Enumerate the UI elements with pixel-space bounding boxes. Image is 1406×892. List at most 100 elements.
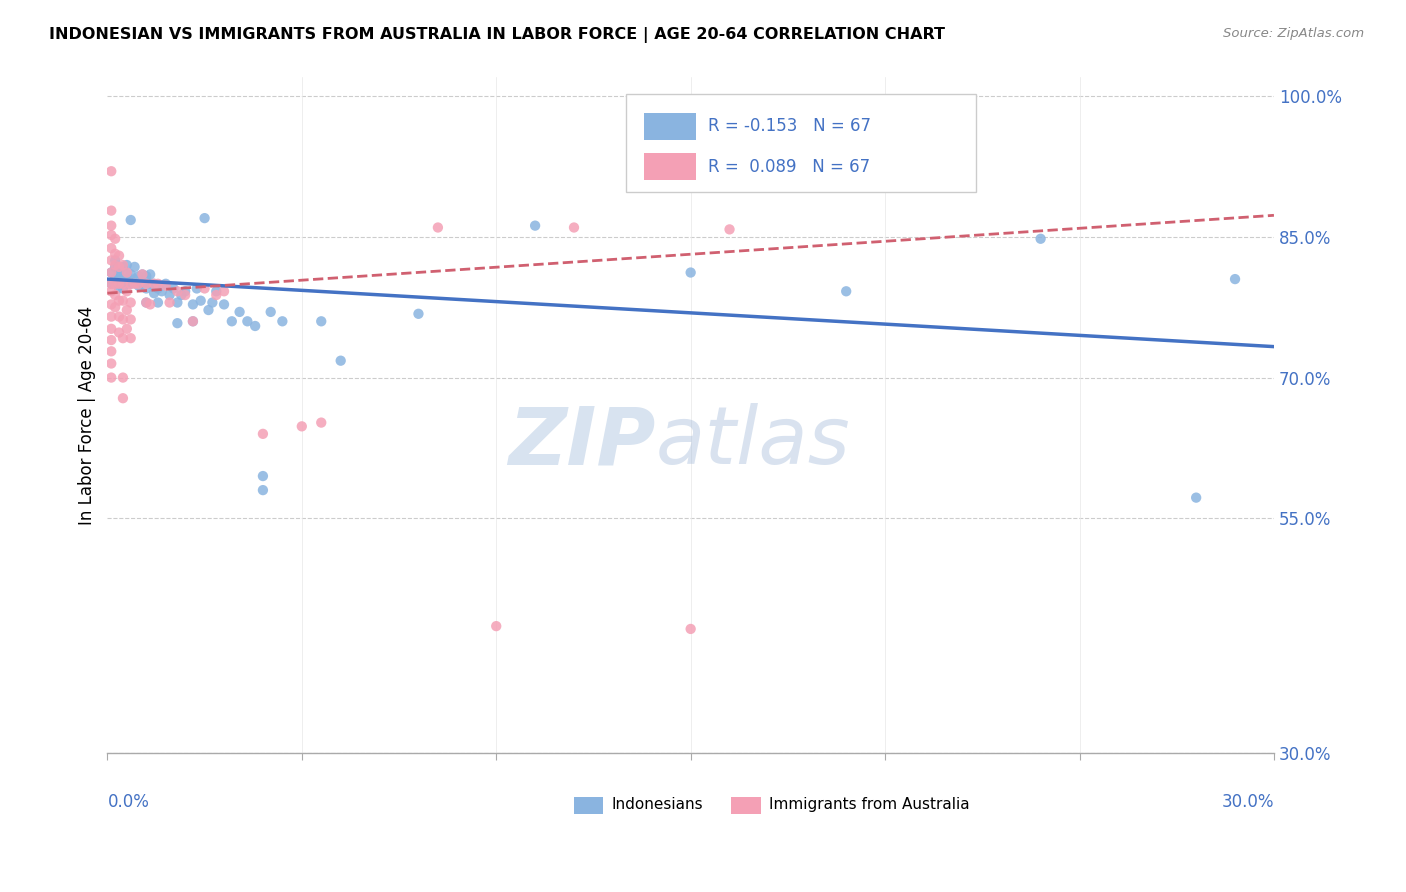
Text: INDONESIAN VS IMMIGRANTS FROM AUSTRALIA IN LABOR FORCE | AGE 20-64 CORRELATION C: INDONESIAN VS IMMIGRANTS FROM AUSTRALIA … bbox=[49, 27, 945, 43]
Point bbox=[108, 293, 131, 308]
Point bbox=[108, 281, 131, 295]
Point bbox=[111, 370, 134, 384]
Point bbox=[120, 331, 142, 345]
Point bbox=[174, 285, 197, 299]
Text: ZIP: ZIP bbox=[509, 403, 655, 481]
Point bbox=[146, 277, 169, 291]
Point bbox=[221, 314, 243, 328]
Point bbox=[159, 295, 181, 310]
Point bbox=[135, 295, 157, 310]
FancyBboxPatch shape bbox=[644, 112, 696, 139]
Point bbox=[131, 268, 153, 282]
Point bbox=[120, 295, 142, 310]
Point bbox=[120, 213, 142, 227]
Point bbox=[115, 277, 138, 291]
Point bbox=[100, 357, 122, 371]
Point bbox=[100, 227, 122, 242]
Point bbox=[100, 266, 122, 280]
Point bbox=[108, 249, 131, 263]
Point bbox=[111, 331, 134, 345]
Point bbox=[166, 295, 188, 310]
Point bbox=[162, 281, 184, 295]
Point bbox=[139, 297, 162, 311]
Text: R = -0.153   N = 67: R = -0.153 N = 67 bbox=[709, 117, 872, 135]
Point bbox=[120, 312, 142, 326]
Point bbox=[111, 272, 134, 286]
Point bbox=[197, 303, 219, 318]
Point bbox=[679, 266, 702, 280]
Point bbox=[100, 164, 122, 178]
FancyBboxPatch shape bbox=[574, 797, 603, 814]
Point bbox=[127, 278, 149, 293]
Point bbox=[309, 314, 332, 328]
Point bbox=[108, 260, 131, 274]
Y-axis label: In Labor Force | Age 20-64: In Labor Force | Age 20-64 bbox=[79, 306, 96, 524]
Point bbox=[329, 353, 352, 368]
Point bbox=[115, 258, 138, 272]
FancyBboxPatch shape bbox=[644, 153, 696, 180]
Point bbox=[201, 295, 224, 310]
Point bbox=[170, 288, 193, 302]
Point bbox=[205, 288, 228, 302]
Point bbox=[243, 318, 266, 333]
Point bbox=[271, 314, 294, 328]
Point bbox=[485, 619, 508, 633]
Point bbox=[309, 416, 332, 430]
Point bbox=[426, 220, 449, 235]
Point bbox=[146, 281, 169, 295]
Point bbox=[562, 220, 585, 235]
Point bbox=[111, 391, 134, 405]
Point bbox=[143, 286, 166, 301]
Point bbox=[127, 269, 149, 284]
Point bbox=[212, 297, 235, 311]
Point bbox=[143, 277, 166, 291]
Point bbox=[111, 260, 134, 274]
Text: Source: ZipAtlas.com: Source: ZipAtlas.com bbox=[1223, 27, 1364, 40]
Point bbox=[100, 370, 122, 384]
Point bbox=[139, 268, 162, 282]
Point bbox=[120, 277, 142, 291]
Point bbox=[104, 260, 127, 274]
Point bbox=[108, 277, 131, 291]
Point bbox=[181, 314, 204, 328]
Point bbox=[100, 253, 122, 268]
Point bbox=[124, 260, 146, 274]
Point bbox=[100, 277, 122, 291]
Point bbox=[135, 295, 157, 310]
Point bbox=[155, 277, 177, 291]
Point bbox=[120, 277, 142, 291]
Text: R =  0.089   N = 67: R = 0.089 N = 67 bbox=[709, 158, 870, 176]
Point bbox=[108, 266, 131, 280]
Point bbox=[212, 285, 235, 299]
Point bbox=[108, 326, 131, 340]
Point bbox=[104, 246, 127, 260]
Point bbox=[679, 622, 702, 636]
Point bbox=[139, 277, 162, 291]
Point bbox=[111, 258, 134, 272]
Point bbox=[124, 277, 146, 291]
Point bbox=[260, 305, 283, 319]
Point bbox=[124, 272, 146, 286]
Point bbox=[150, 285, 173, 299]
Point bbox=[115, 285, 138, 299]
Point bbox=[131, 268, 153, 282]
Point bbox=[194, 281, 217, 295]
FancyBboxPatch shape bbox=[731, 797, 761, 814]
Point bbox=[146, 295, 169, 310]
Text: 30.0%: 30.0% bbox=[1222, 793, 1274, 811]
Point bbox=[100, 277, 122, 291]
Point bbox=[100, 285, 122, 299]
Point bbox=[104, 258, 127, 272]
Point bbox=[100, 266, 122, 280]
Point bbox=[135, 277, 157, 291]
Point bbox=[174, 288, 197, 302]
Point bbox=[115, 303, 138, 318]
Point bbox=[159, 288, 181, 302]
Point bbox=[100, 203, 122, 218]
Point bbox=[115, 322, 138, 336]
Point bbox=[835, 285, 858, 299]
Point bbox=[252, 426, 274, 441]
Point bbox=[120, 268, 142, 282]
Point bbox=[143, 277, 166, 291]
Point bbox=[166, 285, 188, 299]
